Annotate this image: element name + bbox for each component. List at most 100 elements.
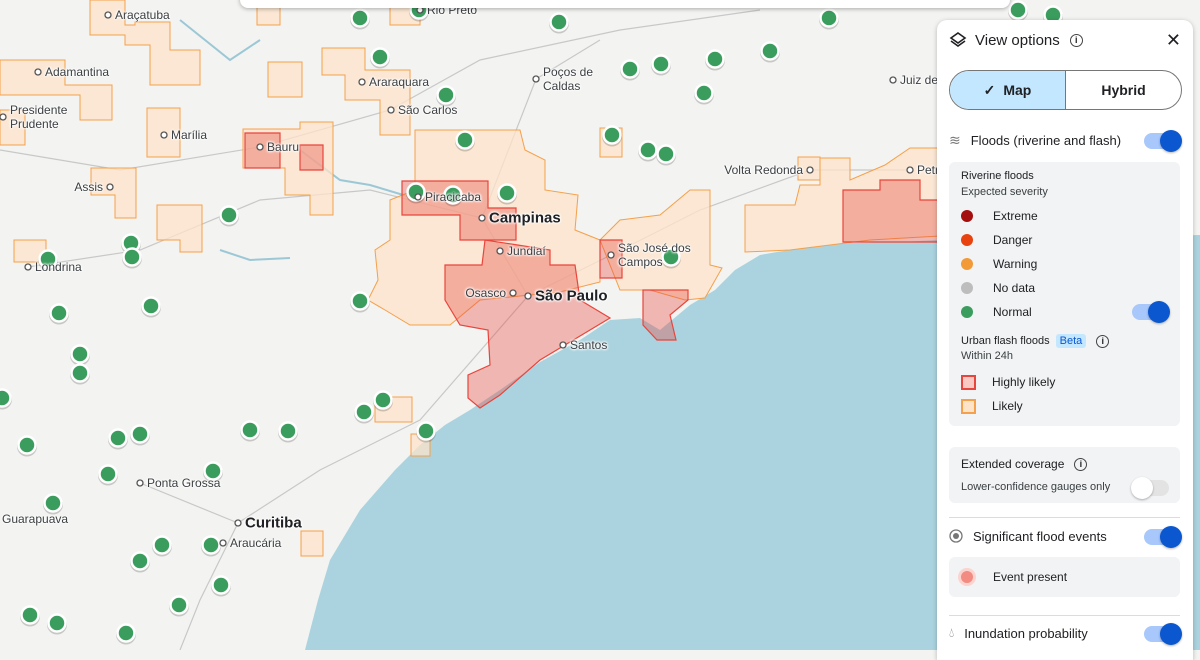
divider [949,615,1180,616]
legend-item: Danger [961,228,1170,252]
gauge [354,402,374,422]
info-icon[interactable]: i [1069,33,1083,47]
info-icon[interactable]: i [1096,334,1110,348]
events-icon [949,529,963,543]
flash-label: Likely [992,399,1023,413]
inundation-row: 💧︎ Inundation probability [949,623,1181,643]
extended-title: Extended coverage [961,457,1065,471]
gauge [705,49,725,69]
gauge [1008,0,1028,20]
flood-regions [0,0,941,557]
severity-swatch [961,306,973,318]
place-dot [806,166,814,174]
place-dot [24,263,32,271]
view-mode[interactable]: Hybrid [1065,71,1181,109]
gauge [130,424,150,444]
gauge [497,183,517,203]
events-label: Significant flood events [973,528,1107,544]
gauge [47,613,67,633]
gauge [656,144,676,164]
events-legend: Event present [949,557,1180,597]
severity-label: Warning [993,257,1038,271]
toggle[interactable] [1144,526,1182,548]
place-dot [34,68,42,76]
gauge [602,125,622,145]
place-dot [889,76,897,84]
flash-label: Highly likely [992,375,1056,389]
place-dot [219,539,227,547]
riverine-title: Riverine floods [961,170,1034,182]
toggle-knob [1148,301,1170,323]
place-dot [160,131,168,139]
place-dot [559,341,567,349]
severity-label: No data [993,281,1036,295]
gauge [694,83,714,103]
highly-likely-area [299,144,324,171]
toggle-knob [1131,477,1153,499]
toggle[interactable] [1132,301,1170,323]
place-dot [358,78,366,86]
severity-swatch [961,210,973,222]
info-icon[interactable]: i [1074,457,1088,471]
divider [949,517,1180,518]
search-bar[interactable] [240,0,1010,8]
floods-row: ≋ Floods (riverine and flash) [949,130,1181,150]
severity-swatch [961,282,973,294]
gauge [130,551,150,571]
layers-icon [949,32,967,47]
place-dot [0,113,7,121]
gauge [70,344,90,364]
place-dot [387,106,395,114]
severity-label: Extreme [993,209,1038,223]
gauge [122,247,142,267]
gauge [350,291,370,311]
likely-area [300,530,324,557]
highly-likely-area [401,180,517,241]
badge: Beta [1055,334,1087,348]
gauge [17,435,37,455]
gauge [203,461,223,481]
likely-area [267,61,303,98]
place-dot [414,193,422,201]
highly-likely-area [599,239,623,279]
view-mode-label: Map [1003,82,1032,98]
likely-area [156,204,203,253]
toggle-knob [1160,526,1182,548]
place-dot [478,214,486,222]
highly-likely-area [842,179,941,243]
flash-subtitle: Within 24h [961,350,1013,362]
legend-item: Highly likely [961,370,1170,394]
flash-title: Urban flash floods [961,335,1050,347]
highly-likely-area [642,289,689,341]
gauge [760,41,780,61]
likely-area [367,129,601,326]
highly-likely-area [444,239,612,409]
gauge [169,595,189,615]
severity-swatch [961,234,973,246]
place-dot [496,247,504,255]
gauge [443,185,463,205]
toggle[interactable] [1144,623,1182,645]
gauge [549,12,569,32]
gauge [201,535,221,555]
place-dot [524,292,532,300]
place-dot [509,289,517,297]
close-button[interactable]: ✕ [1165,29,1181,50]
panel-header: View options i ✕ [949,28,1181,52]
view-options-panel: View options i ✕ ✓ Map Hybrid ≋ Floods (r… [937,20,1193,660]
gauge [651,54,671,74]
gauge [152,535,172,555]
view-mode[interactable]: ✓ Map [950,71,1065,109]
place-dot [906,166,914,174]
gauge [620,59,640,79]
floods-label: Floods (riverine and flash) [970,132,1122,148]
gauge [211,575,231,595]
place-dot [104,11,112,19]
wave-icon: ≋ [949,131,961,148]
toggle[interactable] [1131,477,1169,499]
toggle[interactable] [1144,130,1182,152]
drop-icon: 💧︎ [949,625,955,640]
gauge [49,303,69,323]
events-row: Significant flood events [949,526,1181,546]
